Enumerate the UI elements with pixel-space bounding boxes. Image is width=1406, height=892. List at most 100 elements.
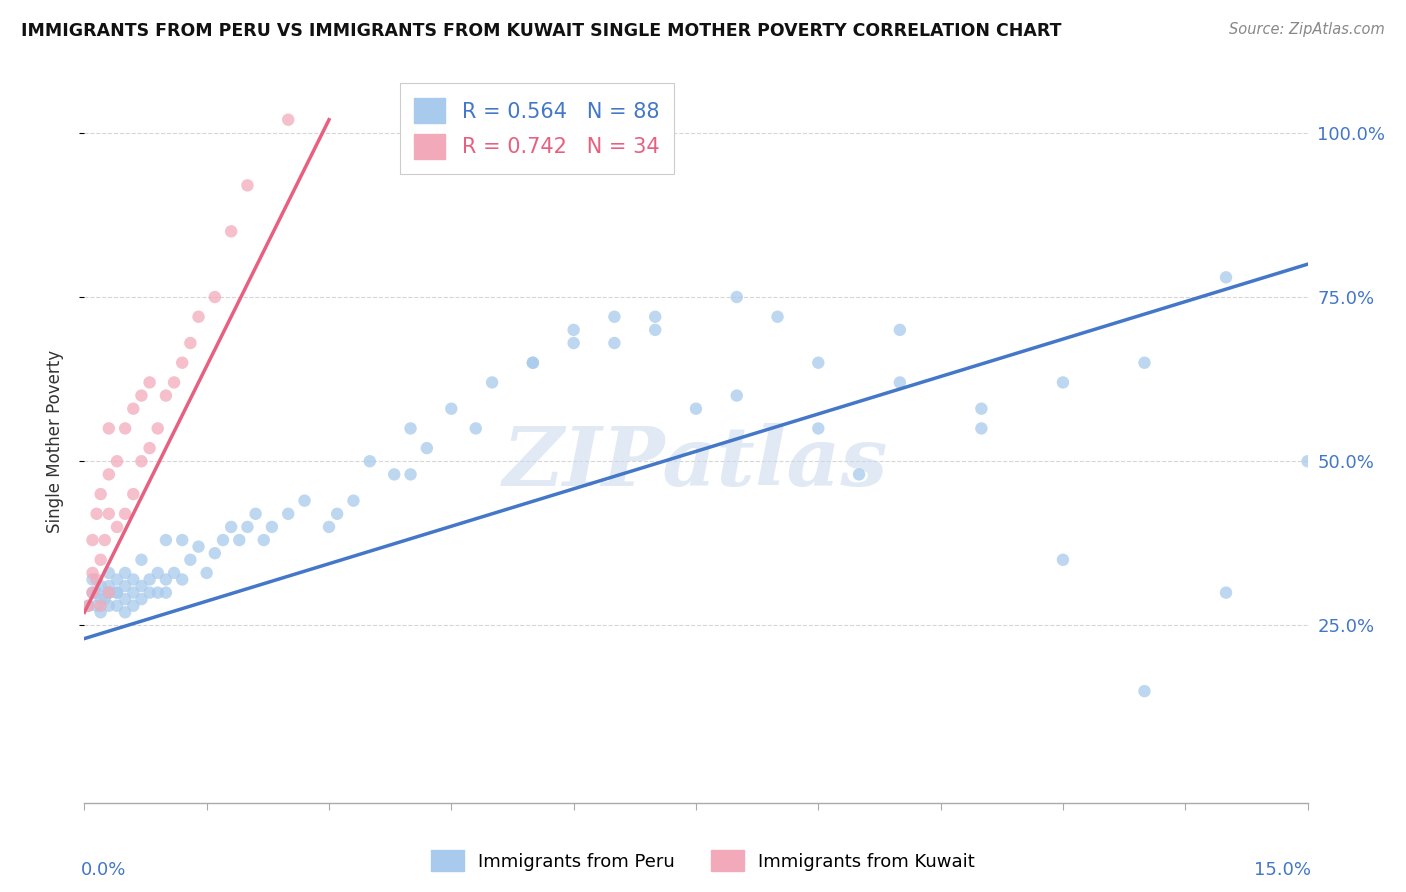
Point [179, 336, 201, 351]
Point [97, 579, 120, 593]
Point [399, 467, 422, 482]
Point [1133, 356, 1156, 370]
Point [807, 421, 830, 435]
Point [90, 553, 112, 567]
Point [82, 533, 104, 547]
Y-axis label: Single Mother Poverty: Single Mother Poverty [45, 350, 63, 533]
Point [155, 388, 177, 402]
Point [766, 310, 789, 324]
Point [326, 507, 349, 521]
Point [1133, 684, 1156, 698]
Point [172, 356, 194, 370]
Point [90, 579, 112, 593]
Point [90, 487, 112, 501]
Point [105, 585, 128, 599]
Point [77, 599, 100, 613]
Point [359, 454, 381, 468]
Point [138, 376, 160, 390]
Point [131, 579, 153, 593]
Point [889, 323, 911, 337]
Point [889, 376, 911, 390]
Point [93, 592, 115, 607]
Point [1052, 553, 1074, 567]
Point [212, 533, 235, 547]
Point [228, 533, 250, 547]
Point [114, 605, 136, 619]
Legend: R = 0.564   N = 88, R = 0.742   N = 34: R = 0.564 N = 88, R = 0.742 N = 34 [399, 84, 675, 174]
Point [644, 323, 666, 337]
Point [807, 356, 830, 370]
Point [131, 592, 153, 607]
Point [725, 388, 748, 402]
Point [204, 546, 226, 560]
Point [562, 323, 585, 337]
Point [86, 507, 108, 521]
Point [97, 467, 120, 482]
Point [253, 533, 276, 547]
Point [122, 401, 145, 416]
Point [86, 585, 108, 599]
Point [155, 585, 177, 599]
Point [163, 376, 186, 390]
Point [187, 540, 209, 554]
Point [122, 599, 145, 613]
Text: 15.0%: 15.0% [1254, 861, 1312, 879]
Point [522, 356, 544, 370]
Point [77, 599, 100, 613]
Point [562, 336, 585, 351]
Point [131, 388, 153, 402]
Point [82, 585, 104, 599]
Point [644, 310, 666, 324]
Point [114, 566, 136, 580]
Point [725, 290, 748, 304]
Point [82, 585, 104, 599]
Point [481, 376, 503, 390]
Text: Source: ZipAtlas.com: Source: ZipAtlas.com [1229, 22, 1385, 37]
Point [318, 520, 340, 534]
Text: 0.0%: 0.0% [80, 861, 127, 879]
Point [105, 599, 128, 613]
Point [105, 573, 128, 587]
Point [105, 585, 128, 599]
Point [603, 310, 626, 324]
Point [970, 401, 993, 416]
Point [685, 401, 707, 416]
Point [172, 533, 194, 547]
Point [522, 356, 544, 370]
Point [97, 421, 120, 435]
Point [97, 585, 120, 599]
Point [277, 507, 299, 521]
Point [131, 553, 153, 567]
Text: IMMIGRANTS FROM PERU VS IMMIGRANTS FROM KUWAIT SINGLE MOTHER POVERTY CORRELATION: IMMIGRANTS FROM PERU VS IMMIGRANTS FROM … [21, 22, 1062, 40]
Point [138, 573, 160, 587]
Point [277, 112, 299, 127]
Point [131, 454, 153, 468]
Point [970, 421, 993, 435]
Point [146, 421, 169, 435]
Point [114, 579, 136, 593]
Point [179, 553, 201, 567]
Point [90, 599, 112, 613]
Point [464, 421, 486, 435]
Point [122, 585, 145, 599]
Point [97, 585, 120, 599]
Point [155, 573, 177, 587]
Point [90, 605, 112, 619]
Point [236, 520, 259, 534]
Point [82, 573, 104, 587]
Point [440, 401, 463, 416]
Point [382, 467, 405, 482]
Point [187, 310, 209, 324]
Legend: Immigrants from Peru, Immigrants from Kuwait: Immigrants from Peru, Immigrants from Ku… [425, 843, 981, 879]
Point [848, 467, 870, 482]
Point [114, 592, 136, 607]
Point [219, 520, 242, 534]
Point [294, 493, 316, 508]
Point [82, 566, 104, 580]
Point [105, 454, 128, 468]
Point [122, 487, 145, 501]
Point [114, 507, 136, 521]
Point [1215, 585, 1237, 599]
Point [155, 533, 177, 547]
Point [219, 224, 242, 238]
